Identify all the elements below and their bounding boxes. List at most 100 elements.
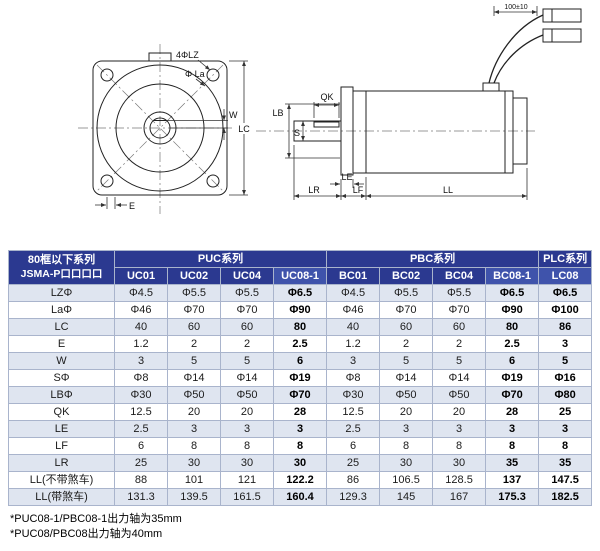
series-group-header: PBC系列	[326, 250, 540, 268]
spec-cell: Φ8	[326, 369, 381, 387]
cable-1	[488, 14, 544, 84]
spec-cell: 6	[272, 352, 328, 370]
spec-cell: 2	[220, 335, 274, 353]
spec-cell: Φ70	[379, 301, 434, 319]
spec-cell: Φ19	[272, 369, 328, 387]
spec-cell: Φ5.5	[167, 284, 221, 302]
table-row: LR 25 30 30 30 25 30 30 35 35	[8, 454, 593, 472]
spec-cell: 28	[485, 403, 540, 421]
table-row: LL(不带煞车) 88 101 121 122.2 86 106.5 128.5 137 147.…	[8, 471, 593, 489]
spec-cell: Φ70	[485, 386, 540, 404]
spec-cell: 3	[167, 420, 221, 438]
table-row: QK 12.5 20 20 28 12.5 20 20 28 25	[8, 403, 593, 421]
table-row: LE 2.5 3 3 3 2.5 3 3 3 3	[8, 420, 593, 438]
spec-cell: Φ4.5	[114, 284, 168, 302]
series-group-header: PUC系列	[113, 250, 328, 268]
table-row: LF 6 8 8 8 6 8 8 8 8	[8, 437, 593, 455]
spec-table-body: LZΦ Φ4.5 Φ5.5 Φ5.5 Φ6.5 Φ4.5 Φ5.5 Φ5.5 Φ6.5 Φ6.5 L…	[8, 284, 593, 506]
spec-cell: 25	[538, 403, 593, 421]
spec-cell: Φ5.5	[220, 284, 274, 302]
spec-cell: 175.3	[485, 488, 540, 506]
table-row: LL(带煞车) 131.3 139.5 161.5 160.4 129.3 145 167 17…	[8, 488, 593, 506]
spec-cell: 86	[326, 471, 381, 489]
spec-cell: Φ30	[326, 386, 381, 404]
row-label: SΦ	[8, 369, 115, 387]
spec-cell: 3	[220, 420, 274, 438]
spec-cell: Φ14	[379, 369, 434, 387]
spec-cell: 145	[379, 488, 434, 506]
spec-cell: 121	[220, 471, 274, 489]
side-label-lb: LB	[272, 108, 283, 118]
spec-cell: 30	[167, 454, 221, 472]
side-label-qk: QK	[320, 92, 333, 102]
corner-header: 80框以下系列 JSMA-P口口口口	[8, 250, 115, 285]
table-row: LBΦ Φ30 Φ50 Φ50 Φ70 Φ30 Φ50 Φ50 Φ70 Φ80	[8, 386, 593, 404]
series-group-header: PLC系列	[538, 250, 593, 268]
spec-cell: 5	[432, 352, 487, 370]
spec-cell: Φ90	[485, 301, 540, 319]
spec-cell: 2.5	[272, 335, 328, 353]
spec-cell: 40	[326, 318, 381, 336]
table-row: SΦ Φ8 Φ14 Φ14 Φ19 Φ8 Φ14 Φ14 Φ19 Φ16	[8, 369, 593, 387]
row-label: LR	[8, 454, 115, 472]
spec-cell: 35	[485, 454, 540, 472]
spec-cell: 3	[379, 420, 434, 438]
row-label: W	[8, 352, 115, 370]
spec-cell: 5	[167, 352, 221, 370]
column-header: BC04	[432, 267, 487, 285]
spec-cell: 60	[167, 318, 221, 336]
spec-cell: 8	[379, 437, 434, 455]
column-header: UC02	[167, 267, 221, 285]
note-2: *PUC08/PBC08出力轴为40mm	[10, 528, 163, 540]
spec-cell: 3	[432, 420, 487, 438]
table-row: LaΦ Φ46 Φ70 Φ70 Φ90 Φ46 Φ70 Φ70 Φ90 Φ100	[8, 301, 593, 319]
motor-body	[352, 90, 514, 174]
spec-cell: 12.5	[326, 403, 381, 421]
spec-cell: 86	[538, 318, 593, 336]
notes: *PUC08-1/PBC08-1出力轴为35mm *PUC08/PBC08出力轴…	[10, 512, 600, 542]
spec-cell: 88	[114, 471, 168, 489]
spec-cell: 160.4	[272, 488, 328, 506]
table-row: E 1.2 2 2 2.5 1.2 2 2 2.5 3	[8, 335, 593, 353]
spec-cell: Φ8	[114, 369, 168, 387]
spec-cell: 30	[432, 454, 487, 472]
spec-cell: 12.5	[114, 403, 168, 421]
front-label-e: E	[129, 201, 135, 211]
spec-cell: 5	[220, 352, 274, 370]
spec-cell: Φ6.5	[538, 284, 593, 302]
row-label: QK	[8, 403, 115, 421]
technical-drawing: 4ΦLZ Φ La W LC E	[78, 4, 582, 214]
spec-cell: 8	[167, 437, 221, 455]
spec-cell: 1.2	[114, 335, 168, 353]
spec-cell: 3	[114, 352, 168, 370]
spec-cell: 106.5	[379, 471, 434, 489]
side-label-cable-length: 100±10	[504, 4, 527, 11]
spec-cell: 80	[272, 318, 328, 336]
column-header: UC04	[220, 267, 274, 285]
spec-cell: 161.5	[220, 488, 274, 506]
side-label-lr: LR	[308, 185, 320, 195]
column-header: UC08-1	[272, 267, 328, 285]
group-header-row: 80框以下系列 JSMA-P口口口口 PUC系列 PBC系列 PLC系列	[8, 250, 593, 285]
spec-cell: Φ70	[220, 301, 274, 319]
spec-cell: 5	[538, 352, 593, 370]
front-label-w: W	[229, 110, 238, 120]
spec-cell: Φ19	[485, 369, 540, 387]
spec-cell: 128.5	[432, 471, 487, 489]
column-header: BC02	[379, 267, 434, 285]
row-label: LL(带煞车)	[8, 488, 115, 506]
front-view: 4ΦLZ Φ La W LC E	[78, 44, 253, 214]
spec-cell: 3	[272, 420, 328, 438]
spec-cell: 30	[379, 454, 434, 472]
cable-2	[493, 34, 544, 84]
spec-cell: 182.5	[538, 488, 593, 506]
spec-cell: Φ30	[114, 386, 168, 404]
keyway	[313, 121, 340, 128]
spec-cell: Φ14	[432, 369, 487, 387]
spec-cell: 8	[432, 437, 487, 455]
spec-cell: 3	[485, 420, 540, 438]
side-label-le: LE	[341, 172, 352, 182]
spec-cell: Φ46	[114, 301, 168, 319]
spec-cell: 8	[538, 437, 593, 455]
